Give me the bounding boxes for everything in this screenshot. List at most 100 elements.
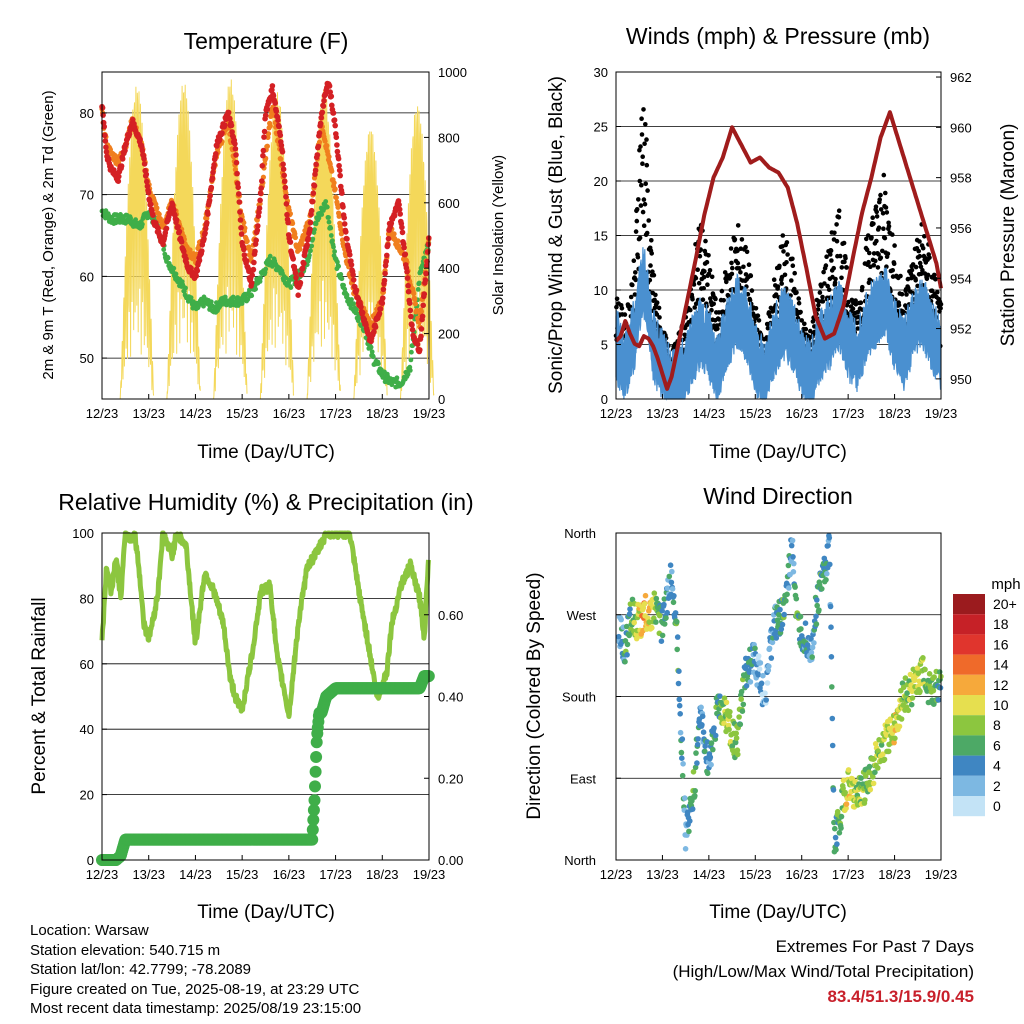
temp-2m-point: [419, 313, 426, 320]
gust-point: [886, 224, 892, 229]
temp-2m-point: [275, 117, 281, 123]
temp-2m-point: [380, 286, 387, 293]
gust-point: [735, 223, 741, 228]
gust-point: [878, 207, 884, 212]
temp-2m-point: [202, 230, 208, 236]
direction-ytick-label: North: [564, 853, 596, 868]
dewpoint-point: [407, 368, 413, 373]
temp-9m-point: [326, 154, 332, 160]
direction-point: [930, 687, 937, 694]
direction-point: [813, 613, 819, 620]
temp-2m-point: [331, 117, 338, 123]
pressure-ytick-label: 958: [950, 171, 972, 186]
temp-2m-point: [261, 134, 267, 140]
wind-xtick-label: 13/23: [646, 406, 679, 421]
direction-point: [661, 601, 667, 608]
dewpoint-point: [308, 248, 313, 254]
gust-point: [913, 278, 918, 283]
temp-2m-point: [173, 217, 180, 223]
pressure-ytick-label: 956: [950, 221, 972, 236]
gust-point: [746, 262, 752, 268]
pressure-ytick-label: 962: [950, 70, 972, 85]
direction-point: [902, 675, 909, 681]
gust-point: [909, 267, 915, 273]
temp-2m-point: [336, 167, 343, 174]
direction-point: [618, 616, 624, 623]
colorbar-label: 0: [993, 798, 1001, 814]
temperature-xlabel: Time (Day/UTC): [197, 442, 335, 463]
direction-point: [738, 696, 744, 702]
temp-2m-point: [209, 175, 216, 181]
direction-point: [676, 668, 682, 674]
dewpoint-point: [312, 227, 317, 233]
direction-point: [827, 561, 833, 568]
gust-point: [841, 240, 847, 246]
station-elevation: Station elevation: 540.715 m: [30, 941, 221, 959]
temp-2m-point: [260, 152, 266, 159]
direction-point: [743, 683, 750, 689]
direction-point: [677, 729, 684, 736]
station-latlon: Station lat/lon: 42.7799; -78.2089: [30, 961, 252, 978]
direction-point: [823, 577, 829, 583]
dewpoint-point: [307, 252, 312, 258]
gust-point: [874, 238, 879, 244]
gust-point: [929, 288, 935, 294]
direction-point: [872, 769, 878, 776]
gust-point: [741, 264, 746, 270]
temp-9m-point: [154, 205, 160, 211]
direction-point: [832, 825, 838, 832]
temp-2m-point: [167, 211, 173, 217]
gust-point: [702, 269, 707, 274]
gust-point: [844, 265, 849, 270]
temp-2m-point: [196, 257, 203, 264]
dewpoint-point: [267, 253, 273, 259]
temp-2m-point: [118, 163, 125, 169]
temp-9m-point: [297, 246, 303, 252]
colorbar-swatch: [953, 614, 985, 635]
direction-point: [834, 841, 840, 847]
gust-point: [705, 282, 710, 288]
direction-point: [907, 671, 914, 678]
temp-2m-point: [281, 172, 288, 179]
direction-point: [721, 695, 728, 701]
temp-9m-point: [290, 220, 296, 226]
dewpoint-point: [319, 212, 325, 217]
gust-point: [880, 211, 886, 216]
temp-2m-point: [211, 162, 217, 168]
temp-2m-point: [103, 144, 109, 150]
gust-point: [708, 296, 713, 301]
direction-point: [762, 690, 768, 696]
gust-point: [640, 154, 645, 159]
direction-xtick-label: 16/23: [785, 867, 818, 882]
dewpoint-point: [335, 259, 340, 265]
direction-point: [723, 699, 730, 706]
dewpoint-point: [332, 249, 337, 254]
temp-2m-point: [264, 106, 271, 113]
direction-point: [694, 760, 700, 766]
dewpoint-point: [408, 357, 414, 363]
direction-point: [914, 665, 921, 671]
solar-insolation-line: [119, 86, 155, 400]
direction-point: [682, 846, 689, 852]
dewpoint-point: [288, 285, 294, 290]
direction-ytick-label: East: [570, 771, 596, 786]
precip-ytick-label: 0.40: [438, 690, 463, 705]
temp-2m-point: [402, 251, 409, 257]
direction-point: [908, 701, 915, 708]
direction-point: [622, 658, 628, 665]
temp-2m-point: [273, 108, 280, 114]
precipitation-point: [307, 813, 320, 826]
direction-point: [789, 537, 796, 544]
temp-2m-point: [409, 322, 415, 328]
gust-point: [775, 284, 781, 289]
gust-point: [824, 254, 829, 259]
temp-9m-point: [204, 215, 210, 221]
gust-point: [692, 305, 697, 310]
gust-point: [922, 234, 927, 239]
temp-2m-point: [283, 201, 290, 207]
temp-2m-point: [341, 221, 348, 227]
recent-timestamp: Most recent data timestamp: 2025/08/19 2…: [30, 1000, 362, 1017]
gust-point: [828, 252, 833, 257]
temp-2m-point: [405, 282, 411, 289]
temperature-plot-frame: [101, 71, 430, 400]
